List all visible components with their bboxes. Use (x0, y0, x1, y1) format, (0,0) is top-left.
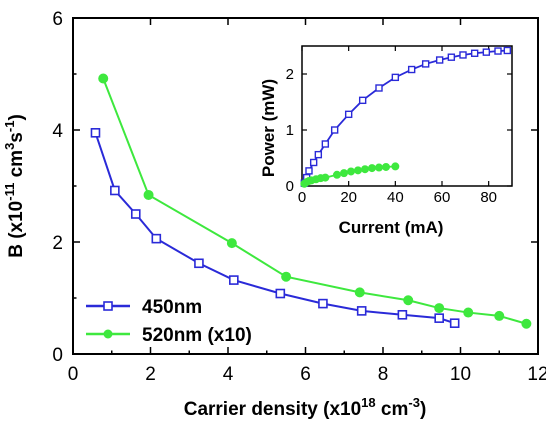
inset-series (300, 46, 512, 188)
series-0-point (194, 258, 204, 269)
y-tick-label: 4 (52, 121, 63, 142)
series-0-point (275, 288, 286, 299)
legend-marker-1 (103, 329, 113, 339)
inset-x-tick-label: 20 (340, 189, 357, 206)
inset-series-0-point (447, 53, 456, 61)
y-axis-title: B (x10-11 cm3s-1) (2, 114, 27, 258)
series-1-point (494, 310, 505, 321)
x-tick-label: 0 (68, 364, 79, 385)
inset-series-0-point (358, 96, 367, 105)
series-0-point (318, 298, 328, 309)
series-1-point (354, 287, 365, 298)
inset-series-1-point (321, 173, 330, 182)
inset-ticks: 0 20 40 60 80 0 1 2 (286, 46, 512, 206)
series-line-1 (102, 78, 527, 325)
y-tick-label: 6 (52, 9, 63, 30)
inset-series-1-point (375, 163, 383, 172)
inset-series-0-point (305, 167, 313, 175)
inset-series-0-point (459, 51, 467, 59)
series-0-point (356, 306, 367, 316)
series-0-point (151, 233, 162, 244)
inset-plot: 0 20 40 60 80 0 1 2 Current (mA) Power (mW) (259, 45, 513, 237)
legend-marker-0 (103, 301, 113, 311)
series-0-point (229, 275, 239, 285)
inset-series-0-point (330, 126, 339, 134)
inset-y-tick-label: 0 (286, 178, 294, 195)
inset-series-1-point (391, 162, 400, 171)
inset-series-1-point (382, 162, 390, 171)
inset-x-axis-title: Current (mA) (339, 218, 444, 237)
inset-series-0-point (421, 60, 430, 68)
inset-x-tick-label: 60 (434, 189, 451, 206)
x-tick-label: 10 (450, 364, 471, 385)
inset-series-0-point (435, 56, 444, 64)
series-1-point (226, 238, 237, 249)
inset-series-0-point (494, 47, 502, 55)
inset-x-tick-label: 0 (298, 189, 306, 206)
series-0-point (434, 313, 444, 323)
series-0-point (110, 185, 120, 196)
inset-series-0-point (344, 110, 353, 119)
x-tick-label: 2 (145, 364, 156, 385)
inset-series-0-point (314, 150, 323, 159)
inset-y-tick-label: 1 (286, 122, 294, 139)
legend-label-0: 450nm (142, 297, 202, 318)
inset-series-0-point (309, 158, 318, 167)
inset-series-0-point (407, 65, 416, 74)
y-tick-label: 2 (52, 233, 63, 254)
legend: 450nm 520nm (x10) (86, 297, 252, 346)
inset-series-0-point (503, 46, 512, 55)
inset-y-tick-label: 2 (286, 66, 294, 83)
x-tick-label: 4 (223, 364, 234, 385)
inset-series-1-point (347, 167, 355, 176)
inset-x-tick-label: 80 (480, 189, 497, 206)
series-0-point (397, 309, 408, 320)
series-1-point (281, 271, 292, 282)
inset-series-1-point (368, 164, 376, 173)
series-1-point (521, 318, 532, 329)
inset-series-1-point (333, 170, 341, 179)
inset-series-1-point (361, 165, 369, 174)
legend-label-1: 520nm (x10) (142, 325, 252, 346)
inset-series-0-point (482, 48, 491, 56)
inset-series-0-point (375, 84, 383, 92)
series-1-point (98, 73, 109, 84)
series-1-point (434, 303, 445, 314)
inset-series-0-point (391, 73, 400, 82)
series-1-point (463, 307, 474, 318)
series-0-point (90, 128, 101, 138)
inset-series-1-point (340, 169, 348, 178)
inset-series-0-point (321, 140, 330, 148)
x-tick-label: 6 (300, 364, 311, 385)
inset-series-0-point (470, 49, 479, 57)
x-tick-label: 8 (378, 364, 389, 385)
inset-y-axis-title: Power (mW) (259, 79, 278, 177)
inset-series-1-point (354, 166, 362, 175)
main-series (90, 73, 532, 329)
series-1-point (403, 295, 414, 306)
inset-series-line-0 (303, 49, 508, 184)
inset-x-tick-label: 40 (387, 189, 404, 206)
series-1-point (143, 189, 154, 200)
inset-plot-frame (301, 45, 513, 187)
y-tick-label: 0 (52, 345, 63, 366)
series-0-point (449, 318, 460, 329)
x-axis-title: Carrier density (x1018 cm-3) (184, 395, 427, 420)
series-0-point (130, 209, 141, 219)
x-tick-label: 12 (527, 364, 546, 385)
